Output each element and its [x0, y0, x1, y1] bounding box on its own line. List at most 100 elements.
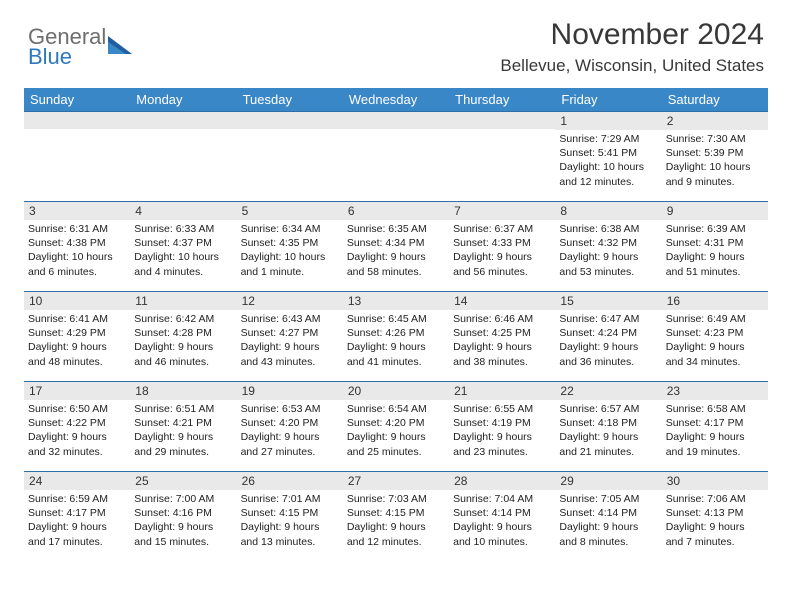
day-header-row: SundayMondayTuesdayWednesdayThursdayFrid…: [24, 88, 768, 112]
day-cell: 23Sunrise: 6:58 AMSunset: 4:17 PMDayligh…: [662, 382, 768, 472]
day-header: Sunday: [24, 88, 130, 112]
day-text: Sunrise: 6:51 AMSunset: 4:21 PMDaylight:…: [130, 400, 236, 461]
header: General Blue November 2024 Bellevue, Wis…: [0, 0, 792, 84]
day-number: 21: [449, 382, 555, 400]
day-cell: 24Sunrise: 6:59 AMSunset: 4:17 PMDayligh…: [24, 472, 130, 562]
day-text: Sunrise: 6:55 AMSunset: 4:19 PMDaylight:…: [449, 400, 555, 461]
day-text: Sunrise: 6:50 AMSunset: 4:22 PMDaylight:…: [24, 400, 130, 461]
calendar-table: SundayMondayTuesdayWednesdayThursdayFrid…: [24, 88, 768, 562]
day-header: Thursday: [449, 88, 555, 112]
day-header: Wednesday: [343, 88, 449, 112]
day-number: [24, 112, 130, 129]
day-number: 16: [662, 292, 768, 310]
day-number: 24: [24, 472, 130, 490]
week-row: 10Sunrise: 6:41 AMSunset: 4:29 PMDayligh…: [24, 292, 768, 382]
day-cell: 26Sunrise: 7:01 AMSunset: 4:15 PMDayligh…: [237, 472, 343, 562]
week-row: 17Sunrise: 6:50 AMSunset: 4:22 PMDayligh…: [24, 382, 768, 472]
day-number: 7: [449, 202, 555, 220]
day-cell: 27Sunrise: 7:03 AMSunset: 4:15 PMDayligh…: [343, 472, 449, 562]
day-cell: 4Sunrise: 6:33 AMSunset: 4:37 PMDaylight…: [130, 202, 236, 292]
day-cell: 30Sunrise: 7:06 AMSunset: 4:13 PMDayligh…: [662, 472, 768, 562]
day-number: 11: [130, 292, 236, 310]
week-row: 24Sunrise: 6:59 AMSunset: 4:17 PMDayligh…: [24, 472, 768, 562]
title-block: November 2024 Bellevue, Wisconsin, Unite…: [500, 18, 764, 76]
day-text: Sunrise: 7:05 AMSunset: 4:14 PMDaylight:…: [555, 490, 661, 551]
day-cell: 14Sunrise: 6:46 AMSunset: 4:25 PMDayligh…: [449, 292, 555, 382]
day-text: Sunrise: 6:43 AMSunset: 4:27 PMDaylight:…: [237, 310, 343, 371]
day-text: Sunrise: 7:03 AMSunset: 4:15 PMDaylight:…: [343, 490, 449, 551]
day-text: Sunrise: 6:35 AMSunset: 4:34 PMDaylight:…: [343, 220, 449, 281]
day-cell: 9Sunrise: 6:39 AMSunset: 4:31 PMDaylight…: [662, 202, 768, 292]
day-text: Sunrise: 7:00 AMSunset: 4:16 PMDaylight:…: [130, 490, 236, 551]
day-cell: 28Sunrise: 7:04 AMSunset: 4:14 PMDayligh…: [449, 472, 555, 562]
day-header: Monday: [130, 88, 236, 112]
day-number: 12: [237, 292, 343, 310]
day-number: 15: [555, 292, 661, 310]
day-cell: [343, 112, 449, 202]
day-text: Sunrise: 6:57 AMSunset: 4:18 PMDaylight:…: [555, 400, 661, 461]
day-number: 4: [130, 202, 236, 220]
day-number: 10: [24, 292, 130, 310]
day-cell: 6Sunrise: 6:35 AMSunset: 4:34 PMDaylight…: [343, 202, 449, 292]
day-cell: 8Sunrise: 6:38 AMSunset: 4:32 PMDaylight…: [555, 202, 661, 292]
day-text: Sunrise: 6:37 AMSunset: 4:33 PMDaylight:…: [449, 220, 555, 281]
day-cell: 2Sunrise: 7:30 AMSunset: 5:39 PMDaylight…: [662, 112, 768, 202]
day-cell: 22Sunrise: 6:57 AMSunset: 4:18 PMDayligh…: [555, 382, 661, 472]
day-number: [130, 112, 236, 129]
day-number: 17: [24, 382, 130, 400]
day-number: [449, 112, 555, 129]
week-row: 1Sunrise: 7:29 AMSunset: 5:41 PMDaylight…: [24, 112, 768, 202]
day-cell: 5Sunrise: 6:34 AMSunset: 4:35 PMDaylight…: [237, 202, 343, 292]
day-number: 8: [555, 202, 661, 220]
day-text: Sunrise: 6:42 AMSunset: 4:28 PMDaylight:…: [130, 310, 236, 371]
day-text: Sunrise: 6:41 AMSunset: 4:29 PMDaylight:…: [24, 310, 130, 371]
day-number: 13: [343, 292, 449, 310]
day-text: Sunrise: 7:29 AMSunset: 5:41 PMDaylight:…: [555, 130, 661, 191]
day-cell: 7Sunrise: 6:37 AMSunset: 4:33 PMDaylight…: [449, 202, 555, 292]
day-number: [237, 112, 343, 129]
day-text: Sunrise: 7:30 AMSunset: 5:39 PMDaylight:…: [662, 130, 768, 191]
day-text: Sunrise: 6:53 AMSunset: 4:20 PMDaylight:…: [237, 400, 343, 461]
location: Bellevue, Wisconsin, United States: [500, 56, 764, 76]
day-header: Tuesday: [237, 88, 343, 112]
day-text: Sunrise: 6:47 AMSunset: 4:24 PMDaylight:…: [555, 310, 661, 371]
day-number: 2: [662, 112, 768, 130]
day-cell: 13Sunrise: 6:45 AMSunset: 4:26 PMDayligh…: [343, 292, 449, 382]
day-number: 19: [237, 382, 343, 400]
logo: General Blue: [28, 24, 136, 70]
day-number: 30: [662, 472, 768, 490]
day-text: Sunrise: 6:33 AMSunset: 4:37 PMDaylight:…: [130, 220, 236, 281]
day-number: 6: [343, 202, 449, 220]
month-title: November 2024: [500, 18, 764, 52]
day-cell: [449, 112, 555, 202]
day-text: Sunrise: 7:06 AMSunset: 4:13 PMDaylight:…: [662, 490, 768, 551]
day-number: 29: [555, 472, 661, 490]
day-cell: 16Sunrise: 6:49 AMSunset: 4:23 PMDayligh…: [662, 292, 768, 382]
day-cell: 10Sunrise: 6:41 AMSunset: 4:29 PMDayligh…: [24, 292, 130, 382]
day-number: 23: [662, 382, 768, 400]
day-cell: 12Sunrise: 6:43 AMSunset: 4:27 PMDayligh…: [237, 292, 343, 382]
day-cell: 19Sunrise: 6:53 AMSunset: 4:20 PMDayligh…: [237, 382, 343, 472]
day-number: 18: [130, 382, 236, 400]
day-cell: 29Sunrise: 7:05 AMSunset: 4:14 PMDayligh…: [555, 472, 661, 562]
day-number: 26: [237, 472, 343, 490]
day-number: 20: [343, 382, 449, 400]
day-cell: 1Sunrise: 7:29 AMSunset: 5:41 PMDaylight…: [555, 112, 661, 202]
day-cell: 20Sunrise: 6:54 AMSunset: 4:20 PMDayligh…: [343, 382, 449, 472]
day-header: Saturday: [662, 88, 768, 112]
week-row: 3Sunrise: 6:31 AMSunset: 4:38 PMDaylight…: [24, 202, 768, 292]
day-number: 3: [24, 202, 130, 220]
day-text: Sunrise: 6:46 AMSunset: 4:25 PMDaylight:…: [449, 310, 555, 371]
day-text: Sunrise: 6:45 AMSunset: 4:26 PMDaylight:…: [343, 310, 449, 371]
day-number: 1: [555, 112, 661, 130]
day-text: Sunrise: 7:01 AMSunset: 4:15 PMDaylight:…: [237, 490, 343, 551]
day-text: Sunrise: 6:38 AMSunset: 4:32 PMDaylight:…: [555, 220, 661, 281]
day-number: [343, 112, 449, 129]
day-text: Sunrise: 7:04 AMSunset: 4:14 PMDaylight:…: [449, 490, 555, 551]
day-cell: 18Sunrise: 6:51 AMSunset: 4:21 PMDayligh…: [130, 382, 236, 472]
day-cell: 21Sunrise: 6:55 AMSunset: 4:19 PMDayligh…: [449, 382, 555, 472]
day-text: Sunrise: 6:58 AMSunset: 4:17 PMDaylight:…: [662, 400, 768, 461]
day-cell: [237, 112, 343, 202]
day-number: 14: [449, 292, 555, 310]
day-text: Sunrise: 6:54 AMSunset: 4:20 PMDaylight:…: [343, 400, 449, 461]
